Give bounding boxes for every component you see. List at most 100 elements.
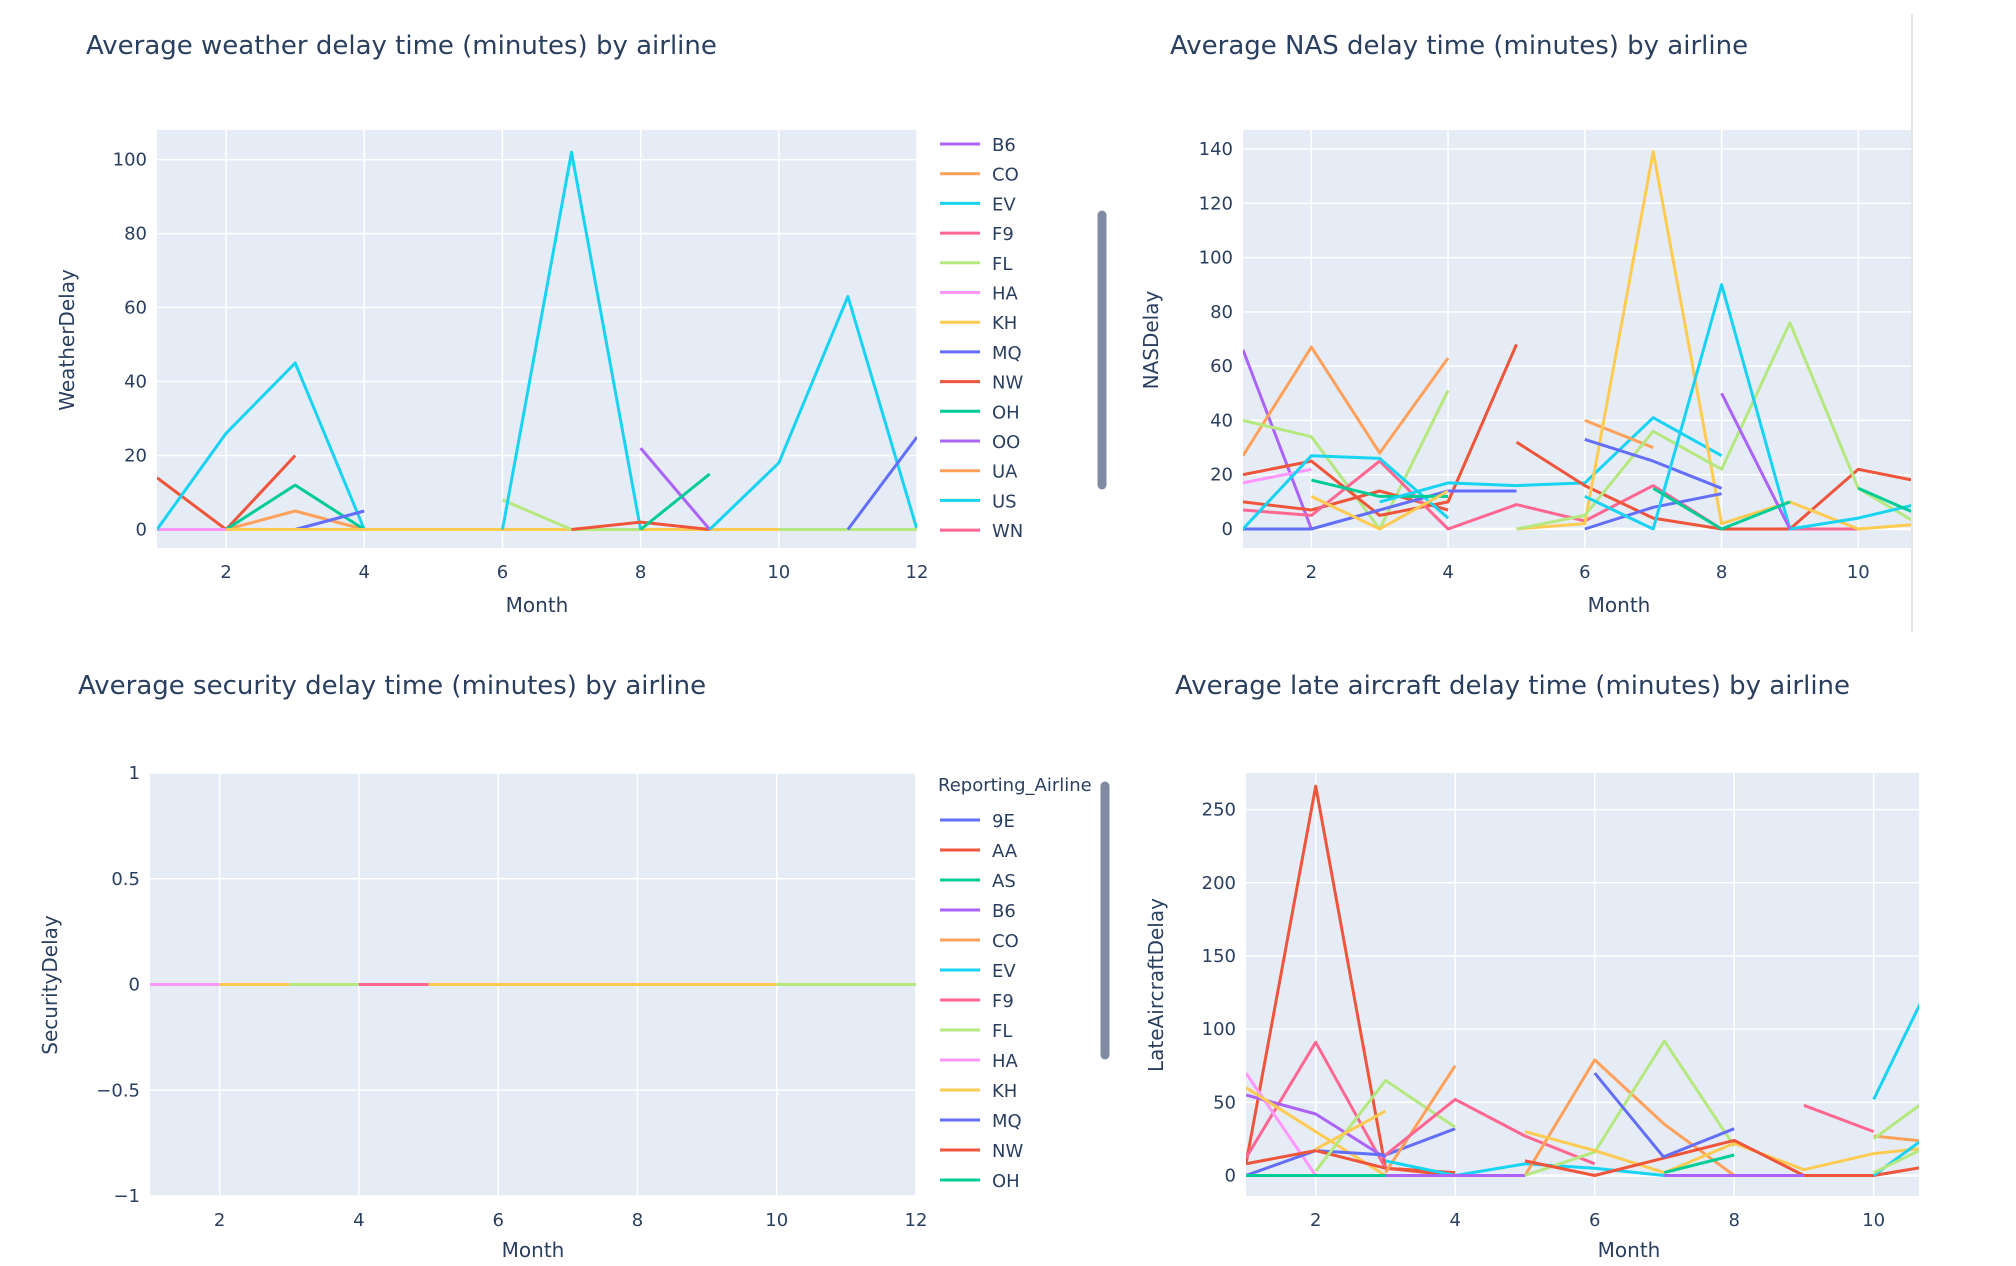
legend-item-ha[interactable]: HA	[940, 1051, 1019, 1072]
y-tick-label: 60	[124, 298, 147, 319]
series-line-co	[1243, 345, 1450, 457]
x-tick-label: 10	[1862, 1210, 1885, 1231]
series-line-mq	[294, 509, 365, 531]
x-tick-label: 8	[1728, 1210, 1739, 1231]
x-tick-label: 4	[359, 562, 370, 583]
legend-label: NW	[992, 373, 1023, 394]
series-line-ha	[1246, 1072, 1317, 1177]
plot-area	[1243, 130, 1913, 548]
y-tick-label: 100	[113, 150, 147, 171]
series-line-kh	[1516, 150, 1913, 531]
legend-item-oo[interactable]: OO	[940, 432, 1020, 453]
legend-item-ha[interactable]: HA	[940, 284, 1019, 305]
legend-item-f9[interactable]: F9	[940, 991, 1014, 1012]
legend-item-nw[interactable]: NW	[940, 1141, 1023, 1162]
legend-label: NW	[992, 1141, 1023, 1162]
x-tick-label: 6	[1589, 1210, 1600, 1231]
series-line-f9	[1384, 1097, 1596, 1166]
legend-item-co[interactable]: CO	[940, 931, 1019, 952]
legend-item-mq[interactable]: MQ	[940, 343, 1022, 364]
series-group	[157, 150, 917, 531]
series-line-9e	[1246, 1127, 1456, 1177]
y-axis-label: SecurityDelay	[38, 915, 62, 1055]
y-tick-label: 140	[1199, 139, 1233, 160]
x-tick-label: 4	[1449, 1210, 1460, 1231]
x-tick-label: 8	[632, 1210, 643, 1231]
legend-item-kh[interactable]: KH	[940, 313, 1017, 334]
series-line-kh	[1524, 1130, 1919, 1175]
legend-item-nw[interactable]: NW	[940, 373, 1023, 394]
legend-item-wn[interactable]: WN	[940, 521, 1023, 542]
y-tick-label: 1	[129, 763, 140, 784]
legend-label: KH	[992, 313, 1017, 334]
legend-item-mq[interactable]: MQ	[940, 1111, 1022, 1132]
x-tick-label: 2	[1310, 1210, 1321, 1231]
series-line-ev	[708, 295, 917, 531]
legend-item-b6[interactable]: B6	[940, 135, 1016, 156]
x-tick-label: 2	[1306, 562, 1317, 583]
legend-label: UA	[992, 462, 1018, 483]
y-tick-label: 60	[1210, 356, 1233, 377]
legend-item-oh[interactable]: OH	[940, 402, 1020, 423]
x-tick-label: 10	[765, 1210, 788, 1231]
series-line-co	[225, 509, 365, 531]
x-tick-label: 6	[497, 562, 508, 583]
legend-label: OH	[992, 1171, 1020, 1192]
legend-label: KH	[992, 1081, 1017, 1102]
series-line-f9	[1803, 1103, 1875, 1134]
legend-item-fl[interactable]: FL	[940, 254, 1012, 275]
legend-label: 9E	[992, 811, 1015, 832]
series-line-ha	[1243, 467, 1312, 485]
series-line-f9	[1246, 1040, 1387, 1169]
legend-label: AA	[992, 841, 1018, 862]
x-tick-label: 8	[1716, 562, 1727, 583]
x-tick-label: 12	[906, 562, 929, 583]
legend-item-co[interactable]: CO	[940, 165, 1019, 186]
y-tick-label: 200	[1202, 873, 1236, 894]
legend-label: EV	[992, 194, 1016, 215]
y-tick-label: −1	[113, 1186, 140, 1207]
series-line-fl	[1524, 1039, 1736, 1177]
series-line-aa	[1243, 343, 1518, 517]
legend-item-as[interactable]: AS	[940, 871, 1016, 892]
legend-item-9e[interactable]: 9E	[940, 811, 1015, 832]
series-line-mq	[1584, 437, 1723, 490]
legend-item-ev[interactable]: EV	[940, 961, 1016, 982]
legend-item-kh[interactable]: KH	[940, 1081, 1017, 1102]
y-tick-label: 40	[1210, 410, 1233, 431]
series-line-us	[1379, 416, 1723, 504]
series-line-nw	[1246, 1149, 1456, 1175]
series-line-oh	[639, 472, 711, 531]
legend-label: CO	[992, 931, 1019, 952]
legend-item-b6[interactable]: B6	[940, 901, 1016, 922]
chart-1: Average weather delay time (minutes) by …	[55, 31, 1107, 617]
y-tick-label: 250	[1202, 800, 1236, 821]
legend-title: Reporting_Airline	[938, 775, 1092, 796]
legend-item-aa[interactable]: AA	[940, 841, 1018, 862]
x-axis-label: Month	[506, 593, 569, 617]
legend-item-fl[interactable]: FL	[940, 1021, 1012, 1042]
x-tick-label: 2	[220, 562, 231, 583]
legend-item-f9[interactable]: F9	[940, 224, 1014, 245]
y-tick-label: 80	[124, 224, 147, 245]
legend: B6 CO EV F9 FL HA KH MQ NW OH OO UA US WN	[940, 135, 1023, 542]
y-tick-label: 50	[1213, 1092, 1236, 1113]
y-tick-label: 120	[1199, 193, 1233, 214]
x-tick-label: 10	[767, 562, 790, 583]
y-tick-label: 40	[124, 372, 147, 393]
y-tick-label: 0	[1225, 1166, 1236, 1187]
legend-label: HA	[992, 1051, 1019, 1072]
chart-title: Average weather delay time (minutes) by …	[86, 31, 717, 61]
legend-item-us[interactable]: US	[940, 491, 1017, 512]
legend-item-oh[interactable]: OH	[940, 1171, 1020, 1192]
x-axis-label: Month	[1588, 593, 1651, 617]
series-line-b6	[1243, 349, 1313, 530]
legend-item-ev[interactable]: EV	[940, 194, 1016, 215]
legend-item-ua[interactable]: UA	[940, 462, 1018, 483]
y-tick-label: 150	[1202, 946, 1236, 967]
series-line-nw	[225, 454, 297, 531]
legend-label: AS	[992, 871, 1016, 892]
y-tick-label: 0	[1222, 519, 1233, 540]
series-line-oh	[225, 483, 366, 531]
